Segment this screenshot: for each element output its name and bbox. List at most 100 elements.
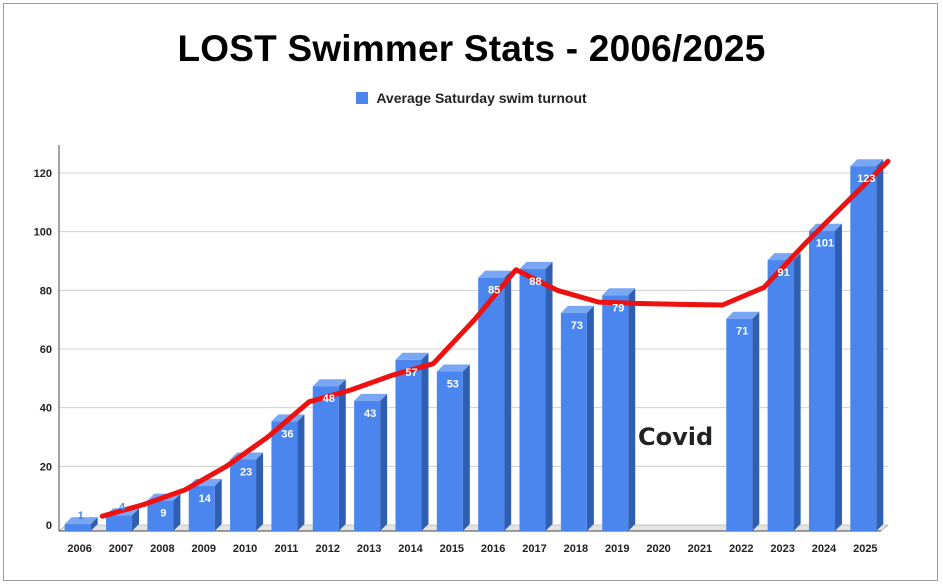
bar-front bbox=[767, 260, 794, 531]
bar-top bbox=[354, 393, 388, 401]
bar-front bbox=[850, 166, 877, 531]
bar-side bbox=[628, 288, 636, 531]
x-tick-label: 2010 bbox=[233, 543, 257, 555]
bar-side bbox=[586, 305, 594, 531]
bar-top bbox=[560, 305, 594, 313]
data-label: 73 bbox=[571, 320, 583, 332]
data-label: 4 bbox=[119, 501, 126, 513]
y-tick-label: 0 bbox=[46, 520, 52, 532]
data-label: 23 bbox=[240, 467, 252, 479]
bar-side bbox=[752, 311, 760, 531]
bar bbox=[602, 288, 636, 531]
data-label: 9 bbox=[160, 508, 166, 520]
data-label: 48 bbox=[323, 393, 335, 405]
x-tick-label: 2009 bbox=[191, 543, 215, 555]
data-label: 36 bbox=[281, 428, 293, 440]
data-label: 57 bbox=[405, 367, 417, 379]
bar-top bbox=[726, 311, 760, 319]
legend: Average Saturday swim turnout bbox=[0, 90, 943, 106]
bar-front bbox=[726, 318, 753, 531]
bar-front bbox=[354, 400, 381, 531]
bar-front bbox=[436, 371, 463, 531]
bar-front bbox=[395, 359, 422, 531]
bar-side bbox=[421, 352, 429, 531]
bar-side bbox=[338, 379, 346, 531]
data-label: 101 bbox=[816, 238, 834, 250]
x-tick-label: 2020 bbox=[646, 543, 670, 555]
x-tick-label: 2021 bbox=[688, 543, 712, 555]
bar-side bbox=[214, 478, 222, 531]
bar-top bbox=[64, 517, 98, 525]
x-tick-label: 2025 bbox=[853, 543, 877, 555]
x-tick-label: 2013 bbox=[357, 543, 381, 555]
bar-side bbox=[834, 223, 842, 531]
bar-side bbox=[462, 364, 470, 531]
covid-annotation: Covid bbox=[638, 423, 714, 451]
y-tick-label: 100 bbox=[34, 227, 52, 239]
y-tick-label: 60 bbox=[40, 344, 52, 356]
y-tick-label: 20 bbox=[40, 461, 52, 473]
bar-front bbox=[64, 524, 91, 531]
bar-front bbox=[106, 515, 133, 531]
chart-floor bbox=[58, 524, 889, 532]
x-tick-label: 2016 bbox=[481, 543, 505, 555]
x-tick-label: 2017 bbox=[522, 543, 546, 555]
bar bbox=[519, 261, 553, 531]
y-tick-label: 80 bbox=[40, 285, 52, 297]
bar-side bbox=[132, 508, 140, 531]
x-tick-label: 2022 bbox=[729, 543, 753, 555]
data-label: 1 bbox=[78, 510, 84, 522]
data-label: 71 bbox=[736, 326, 748, 338]
bar-top bbox=[519, 261, 553, 269]
x-tick-label: 2008 bbox=[150, 543, 174, 555]
legend-swatch bbox=[356, 92, 369, 104]
bar bbox=[395, 352, 429, 531]
data-label: 43 bbox=[364, 408, 376, 420]
data-label: 14 bbox=[199, 493, 212, 505]
data-label: 79 bbox=[612, 302, 624, 314]
bar-front bbox=[519, 268, 546, 531]
x-tick-label: 2024 bbox=[812, 543, 837, 555]
x-tick-label: 2014 bbox=[398, 543, 423, 555]
x-tick-label: 2023 bbox=[770, 543, 794, 555]
bar-front bbox=[271, 421, 298, 531]
bar-side bbox=[173, 493, 181, 531]
bar-top bbox=[478, 270, 512, 278]
bar-side bbox=[297, 414, 305, 531]
bar bbox=[188, 478, 222, 531]
trend-line bbox=[99, 158, 891, 519]
x-tick-label: 2012 bbox=[316, 543, 340, 555]
bar bbox=[354, 393, 388, 531]
bar-front bbox=[188, 485, 215, 531]
data-label: 123 bbox=[857, 173, 875, 185]
bar-front bbox=[808, 230, 835, 531]
bar bbox=[312, 379, 346, 531]
bar bbox=[64, 517, 98, 531]
data-label: 91 bbox=[778, 267, 790, 279]
chart-title: LOST Swimmer Stats - 2006/2025 bbox=[177, 28, 766, 69]
bar-side bbox=[876, 159, 884, 531]
data-label: 53 bbox=[447, 379, 459, 391]
y-tick-label: 40 bbox=[40, 403, 52, 415]
bar-top bbox=[395, 352, 429, 360]
x-tick-label: 2011 bbox=[274, 543, 298, 555]
x-tick-label: 2019 bbox=[605, 543, 629, 555]
bar-front bbox=[147, 500, 174, 531]
y-tick-label: 120 bbox=[34, 168, 52, 180]
bar bbox=[271, 414, 305, 531]
bar bbox=[560, 305, 594, 531]
bar-front bbox=[602, 295, 629, 531]
bar bbox=[767, 253, 801, 532]
legend-label: Average Saturday swim turnout bbox=[376, 90, 587, 106]
bar-top bbox=[312, 379, 346, 387]
bar-side bbox=[545, 261, 553, 531]
bar bbox=[478, 270, 512, 531]
x-tick-label: 2018 bbox=[564, 543, 588, 555]
bar-front bbox=[230, 459, 257, 531]
x-tick-label: 2015 bbox=[440, 543, 464, 555]
bar bbox=[436, 364, 470, 531]
bar-top bbox=[436, 364, 470, 372]
bar-top bbox=[602, 288, 636, 296]
x-tick-label: 2007 bbox=[109, 543, 133, 555]
